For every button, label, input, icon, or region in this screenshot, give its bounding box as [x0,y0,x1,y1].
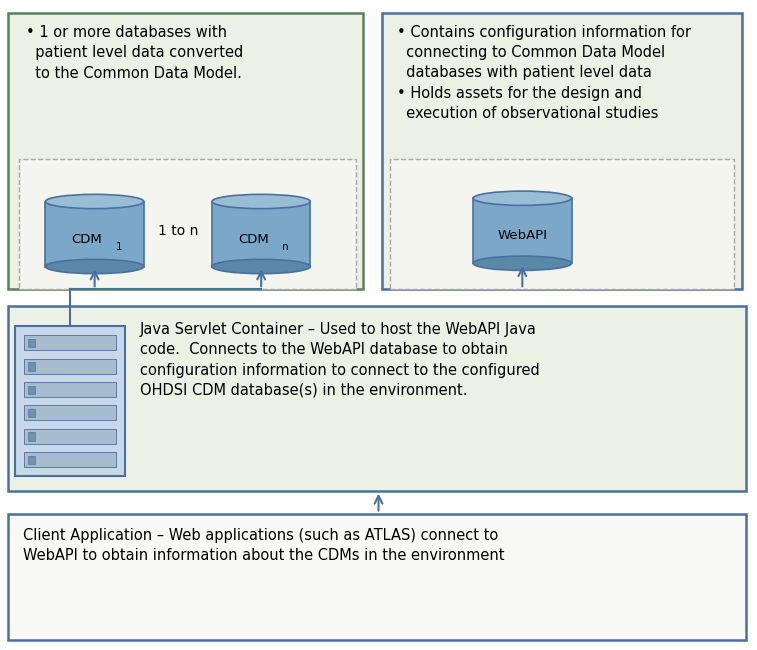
Text: Client Application – Web applications (such as ATLAS) connect to
WebAPI to obtai: Client Application – Web applications (s… [23,528,504,563]
Bar [27,339,35,347]
Text: Java Servlet Container – Used to host the WebAPI Java
code.  Connects to the Web: Java Servlet Container – Used to host th… [140,322,540,398]
Text: n: n [282,242,289,252]
Bar [27,409,35,417]
FancyBboxPatch shape [8,514,746,640]
Text: WebAPI: WebAPI [497,229,547,242]
Ellipse shape [473,256,572,270]
Bar [27,385,35,394]
FancyBboxPatch shape [8,13,363,289]
Polygon shape [473,198,572,263]
FancyBboxPatch shape [24,452,116,467]
Polygon shape [212,202,310,266]
Ellipse shape [212,259,310,274]
Ellipse shape [212,194,310,209]
Text: 1 to n: 1 to n [157,224,198,238]
FancyBboxPatch shape [19,159,356,289]
FancyBboxPatch shape [382,13,742,289]
FancyBboxPatch shape [390,159,734,289]
FancyBboxPatch shape [24,335,116,350]
Polygon shape [45,202,144,266]
FancyBboxPatch shape [24,382,116,397]
FancyBboxPatch shape [24,359,116,374]
Bar [27,432,35,441]
Text: CDM: CDM [238,233,269,246]
Ellipse shape [45,194,144,209]
Ellipse shape [45,259,144,274]
Text: 1: 1 [116,242,123,252]
FancyBboxPatch shape [15,326,125,476]
FancyBboxPatch shape [24,428,116,443]
Text: • 1 or more databases with
  patient level data converted
  to the Common Data M: • 1 or more databases with patient level… [26,25,244,81]
FancyBboxPatch shape [8,306,746,491]
Text: CDM: CDM [72,233,102,246]
FancyBboxPatch shape [24,405,116,420]
Text: • Contains configuration information for
  connecting to Common Data Model
  dat: • Contains configuration information for… [397,25,691,122]
Ellipse shape [473,191,572,205]
Bar [27,456,35,464]
Bar [27,362,35,370]
